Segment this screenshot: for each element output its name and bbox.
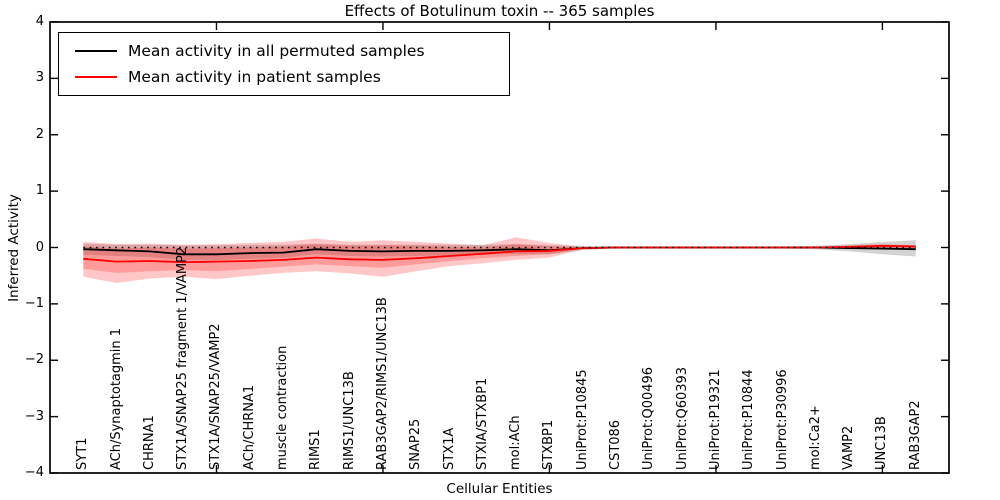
y-tick-label: −3 <box>24 408 44 424</box>
y-tick-label: 3 <box>35 70 44 86</box>
x-tick-label: STXBP1 <box>541 419 557 470</box>
patient-range-outer-band <box>83 237 916 283</box>
x-tick-label: CST086 <box>608 419 624 470</box>
chart-title: Effects of Botulinum toxin -- 365 sample… <box>344 2 655 20</box>
x-axis-label: Cellular Entities <box>446 481 553 497</box>
x-tick-label: mol:Ca2+ <box>807 405 823 470</box>
legend-label-permuted: Mean activity in all permuted samples <box>128 41 425 60</box>
x-tick-label: ACh/Synaptotagmin 1 <box>108 327 124 470</box>
y-tick-label: 1 <box>35 183 44 199</box>
x-tick-label: VAMP2 <box>841 425 857 470</box>
y-tick-label: −4 <box>24 465 44 480</box>
series-line-1 <box>83 244 916 264</box>
x-tick-label: STXIA/STXBP1 <box>474 377 490 470</box>
x-tick-label: SNAP25 <box>408 418 424 470</box>
y-tick-label: −1 <box>24 295 44 311</box>
x-tick-label: RIMS1/UNC13B <box>341 371 357 470</box>
x-tick-label: STX1A/SNAP25 fragment 1/VAMP2 <box>175 246 191 470</box>
y-tick-label: 0 <box>35 239 44 255</box>
x-tick-label: UniProt:P30996 <box>774 369 790 470</box>
x-tick-label: UniProt:P19321 <box>707 369 723 470</box>
x-tick-label: UniProt:P10844 <box>741 369 757 470</box>
x-tick-label: RAB3GAP2 <box>907 400 923 470</box>
legend-entry-patient: Mean activity in patient samples <box>59 68 509 86</box>
x-tick-label: CHRNA1 <box>141 415 157 470</box>
y-tick-label: −2 <box>24 352 44 368</box>
permuted-line-sample-icon <box>75 49 117 52</box>
legend-label-patient: Mean activity in patient samples <box>128 68 381 87</box>
legend-entry-permuted: Mean activity in all permuted samples <box>59 42 509 60</box>
x-tick-label: muscle contraction <box>275 345 291 470</box>
x-tick-label: RIMS1 <box>308 429 324 470</box>
legend: Mean activity in all permuted samples Me… <box>58 32 510 96</box>
patient-line-sample-icon <box>75 76 117 79</box>
x-tick-label: STX1A <box>441 427 457 470</box>
y-tick-label: 4 <box>35 14 44 29</box>
x-tick-label: STX1A/SNAP25/VAMP2 <box>208 323 224 470</box>
x-tick-label: UniProt:Q00496 <box>641 366 657 470</box>
x-tick-label: UniProt:P10845 <box>574 369 590 470</box>
x-tick-label: RAB3GAP2/RIMS1/UNC13B <box>374 297 390 470</box>
x-tick-label: UniProt:Q60393 <box>674 366 690 470</box>
x-tick-label: mol:ACh <box>508 415 524 470</box>
x-tick-label: ACh/CHRNA1 <box>241 384 257 470</box>
y-tick-label: 2 <box>35 126 44 142</box>
x-tick-label: UNC13B <box>874 416 890 470</box>
x-tick-label: SYT1 <box>75 437 91 470</box>
